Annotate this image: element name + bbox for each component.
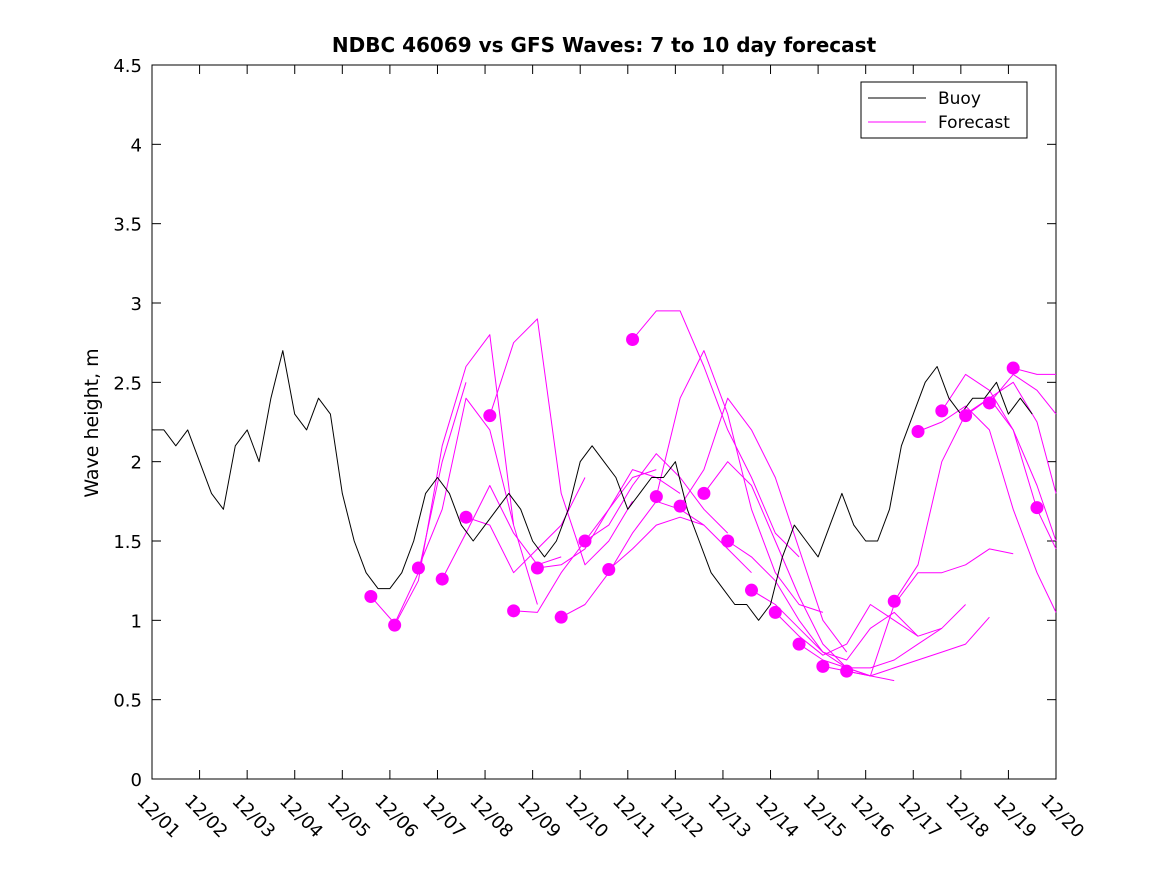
forecast-marker xyxy=(911,425,925,439)
x-tick-label: 12/01 xyxy=(132,791,184,843)
forecast-marker xyxy=(840,664,854,678)
forecast-marker xyxy=(673,499,687,513)
forecast-marker xyxy=(554,610,568,624)
legend: Buoy Forecast xyxy=(860,81,1028,139)
y-tick-label: 2.5 xyxy=(113,373,142,394)
x-tick-label: 12/13 xyxy=(703,791,755,843)
y-tick-label: 1.5 xyxy=(113,532,142,553)
forecast-marker xyxy=(697,486,711,500)
forecast-marker xyxy=(483,409,497,423)
forecast-series-line xyxy=(989,373,1057,415)
forecast-marker xyxy=(602,563,616,577)
y-tick-label: 0.5 xyxy=(113,691,142,712)
forecast-series-line xyxy=(1013,367,1056,375)
forecast-marker xyxy=(887,594,901,608)
forecast-marker xyxy=(388,618,402,632)
forecast-marker xyxy=(721,534,735,548)
forecast-marker xyxy=(744,583,758,597)
forecast-marker xyxy=(507,604,521,618)
x-tick-label: 12/19 xyxy=(989,791,1041,843)
forecast-marker xyxy=(935,404,949,418)
x-tick-label: 12/15 xyxy=(799,791,851,843)
x-tick-label: 12/06 xyxy=(370,791,422,843)
forecast-marker xyxy=(816,659,830,673)
x-tick-label: 12/18 xyxy=(941,791,993,843)
forecast-marker xyxy=(578,534,592,548)
forecast-marker xyxy=(411,561,425,575)
y-tick-label: 0 xyxy=(131,770,142,791)
x-tick-label: 12/10 xyxy=(561,791,613,843)
buoy-series-line xyxy=(152,350,1033,621)
forecast-marker xyxy=(649,490,663,504)
legend-label-forecast: Forecast xyxy=(938,113,1010,133)
forecast-series-line xyxy=(917,405,1057,613)
forecast-series-line xyxy=(632,310,800,558)
series-layer xyxy=(152,310,1057,682)
x-tick-label: 12/20 xyxy=(1036,791,1088,843)
forecast-series-line xyxy=(655,350,824,613)
x-tick-label: 12/04 xyxy=(275,791,327,843)
forecast-marker xyxy=(1030,501,1044,515)
x-tick-label: 12/16 xyxy=(846,791,898,843)
forecast-series-line xyxy=(679,397,848,653)
x-tick-label: 12/07 xyxy=(418,791,470,843)
y-tick-label: 3.5 xyxy=(113,215,142,236)
axes-box xyxy=(151,64,1057,780)
marker-layer xyxy=(364,332,1044,678)
forecast-series-line xyxy=(703,461,871,677)
y-axis-label: Wave height, m xyxy=(81,348,103,497)
chart-title: NDBC 46069 vs GFS Waves: 7 to 10 day for… xyxy=(332,33,877,57)
forecast-marker xyxy=(959,409,973,423)
forecast-series-line xyxy=(608,516,752,574)
forecast-marker xyxy=(530,561,544,575)
legend-box xyxy=(860,81,1028,139)
forecast-series-line xyxy=(941,373,1057,542)
forecast-marker xyxy=(364,590,378,604)
x-tick-label: 12/05 xyxy=(323,791,375,843)
x-tick-label: 12/02 xyxy=(180,791,232,843)
forecast-series-line xyxy=(394,334,515,626)
forecast-marker xyxy=(626,332,640,346)
x-tick-label: 12/12 xyxy=(656,791,708,843)
forecast-series-line xyxy=(489,318,633,566)
forecast-series-line xyxy=(893,397,1057,602)
forecast-series-line xyxy=(584,453,729,542)
y-tick-label: 1 xyxy=(131,611,142,632)
y-tick-label: 2 xyxy=(131,453,142,474)
x-tick-label: 12/11 xyxy=(608,791,660,843)
legend-label-buoy: Buoy xyxy=(938,89,981,109)
x-tick-label: 12/14 xyxy=(751,791,803,843)
forecast-marker xyxy=(435,572,449,586)
x-tick-label: 12/09 xyxy=(513,791,565,843)
y-tick-label: 3 xyxy=(131,294,142,315)
forecast-marker xyxy=(982,396,996,410)
forecast-marker xyxy=(792,637,806,651)
x-tick-label: 12/03 xyxy=(228,791,280,843)
forecast-marker xyxy=(768,605,782,619)
forecast-series-line xyxy=(846,548,1014,677)
x-tick-label: 12/17 xyxy=(894,791,946,843)
forecast-marker xyxy=(1006,361,1020,375)
x-tick-label: 12/08 xyxy=(466,791,518,843)
plot-area: 12/0112/0212/0312/0412/0512/0612/0712/08… xyxy=(113,56,1088,842)
y-tick-label: 4.5 xyxy=(113,56,142,77)
y-tick-label: 4 xyxy=(131,135,142,156)
forecast-marker xyxy=(459,510,473,524)
forecast-series-line xyxy=(417,397,538,605)
